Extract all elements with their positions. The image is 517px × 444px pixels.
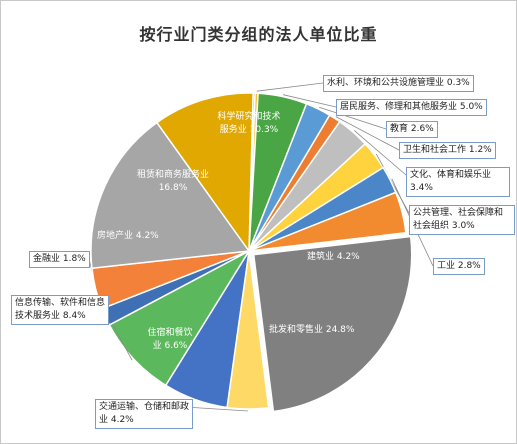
- slice-label: 科学研究和技术服务业 10.3%: [217, 112, 281, 135]
- slice-label: 批发和零售业 24.8%: [269, 325, 355, 335]
- chart-title: 按行业门类分组的法人单位比重: [139, 25, 378, 44]
- slice-label: 教育 2.6%: [386, 121, 438, 138]
- leader-line: [283, 94, 337, 108]
- slice-label: 金融业 1.8%: [29, 251, 90, 268]
- slice-label: 工业 2.8%: [433, 258, 485, 275]
- slice-label: 卫生和社会工作 1.2%: [399, 142, 496, 159]
- slice-label: 文化、体育和娱乐业 3.4%: [406, 167, 510, 197]
- pie-slice: [155, 92, 254, 254]
- leader-line: [184, 406, 248, 412]
- slice-label: 交通运输、仓储和邮政业 4.2%: [95, 399, 193, 429]
- slice-label: 信息传输、软件和信息技术服务业 8.4%: [11, 295, 109, 325]
- leader-line: [335, 116, 400, 151]
- slice-label: 公共管理、社会保障和社会组织 3.0%: [409, 205, 515, 235]
- pie-slice: [252, 235, 413, 413]
- slice-label: 建筑业 4.2%: [307, 252, 360, 262]
- pie-slice: [90, 121, 251, 270]
- slice-label: 租赁和商务服务业 16.8%: [136, 170, 209, 193]
- slice-label: 居民服务、修理和其他服务业 5.0%: [336, 99, 487, 116]
- leader-line: [354, 130, 407, 176]
- leader-line: [319, 106, 387, 130]
- pie-slice: [248, 191, 407, 252]
- leader-line: [256, 82, 324, 92]
- slice-label: 住宿和餐饮业 6.6%: [147, 328, 193, 351]
- slice-label: 房地产业 4.2%: [97, 231, 159, 241]
- slice-label: 水利、环境和公共设施管理业 0.3%: [323, 75, 474, 92]
